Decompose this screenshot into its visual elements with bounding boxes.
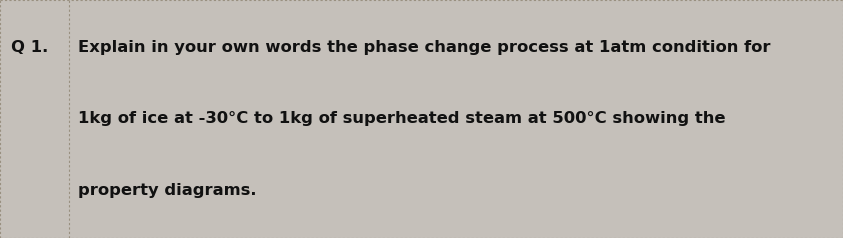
Text: 1kg of ice at -30°C to 1kg of superheated steam at 500°C showing the: 1kg of ice at -30°C to 1kg of superheate… [78,111,726,127]
Text: Q 1.: Q 1. [11,40,48,55]
Text: Explain in your own words the phase change process at 1atm condition for: Explain in your own words the phase chan… [78,40,771,55]
Text: property diagrams.: property diagrams. [78,183,257,198]
